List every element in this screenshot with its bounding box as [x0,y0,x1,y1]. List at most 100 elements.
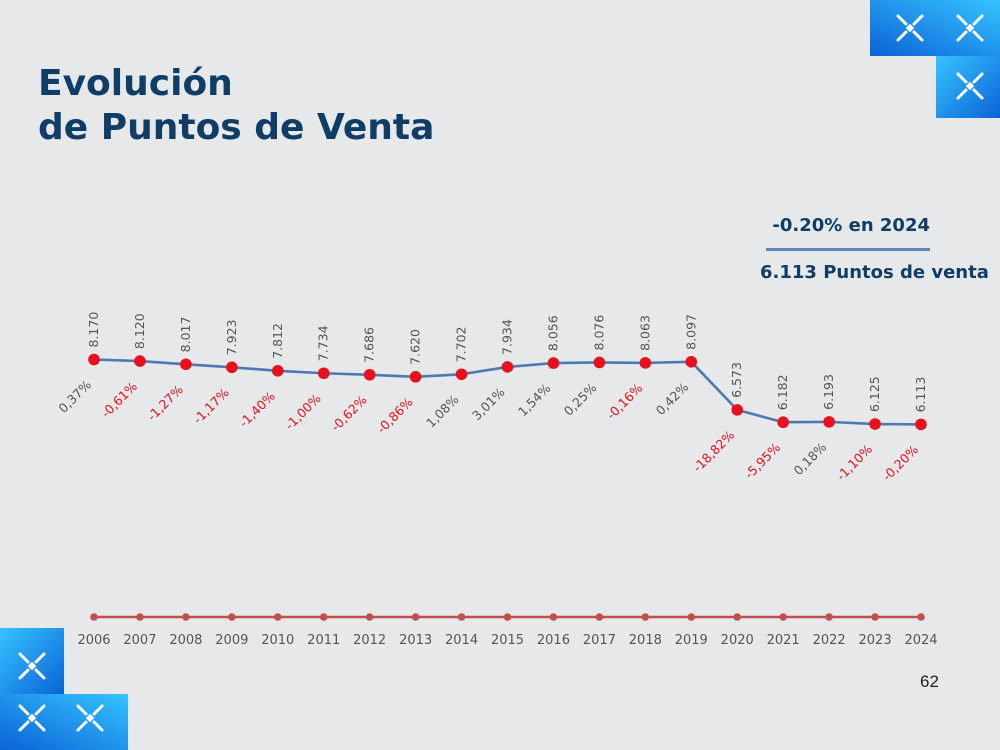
x-tick-label: 2018 [629,633,662,648]
data-point [501,361,514,373]
page-number: 62 [920,672,939,691]
data-label: 8.097 [683,314,698,350]
data-label: 6.125 [867,376,882,412]
data-point [823,416,835,428]
data-point [271,364,284,377]
data-label: 8.170 [86,312,101,348]
x-tick-label: 2022 [813,633,846,648]
data-label: 7.734 [316,325,331,361]
x-tick-label: 2009 [215,633,248,648]
data-point [180,358,192,371]
x-tick-label: 2021 [767,633,800,648]
data-label: 8.017 [178,317,193,353]
x-axis-tick-marker [228,613,236,621]
data-label: 6.113 [913,377,928,413]
pct-change-label: -0,62% [328,392,370,434]
pct-change-label: 0,37% [55,377,94,416]
x-axis-tick-marker [182,613,190,621]
summary-divider [766,248,930,251]
x-tick-label: 2014 [445,633,478,648]
x-axis-tick-marker [365,613,374,621]
star-cross-icon [18,704,46,732]
x-axis-tick-marker [273,613,282,621]
x-tick-label: 2011 [307,633,340,648]
data-label: 6.182 [775,374,790,410]
x-axis-tick-marker [549,613,558,621]
page-title-line2: de Puntos de Venta [38,107,435,148]
star-cross-icon [76,704,104,732]
pct-change-label: -0,16% [604,380,646,422]
data-label: 7.812 [270,323,285,359]
pct-change-label: -1,27% [144,382,186,424]
x-axis-tick-marker [90,613,98,621]
x-tick-label: 2007 [123,633,156,648]
star-cross-icon [956,14,984,42]
pct-change-label: -18,82% [690,427,738,475]
x-tick-label: 2019 [675,633,708,648]
data-label: 7.923 [224,319,239,355]
data-point [363,368,376,381]
data-label: 6.573 [729,362,744,398]
pct-change-label: -0,86% [374,394,416,436]
data-label: 6.193 [821,374,836,410]
pct-change-label: -0,61% [98,379,140,421]
x-tick-label: 2023 [859,633,892,648]
data-point [869,418,881,430]
x-tick-label: 2006 [77,633,110,648]
x-tick-label: 2010 [261,633,294,648]
pct-change-label: -5,95% [741,440,783,482]
x-tick-label: 2020 [721,633,754,648]
data-label: 8.063 [637,315,652,351]
x-tick-label: 2013 [399,633,432,648]
x-tick-label: 2016 [537,633,570,648]
data-label: 7.702 [454,326,469,362]
page-title: Evolución de Puntos de Venta [38,62,434,150]
x-tick-label: 2017 [583,633,616,648]
data-label: 7.934 [500,319,515,355]
x-axis-tick-marker [687,613,696,621]
top-right-decoration [870,0,1000,118]
x-axis-tick-marker [319,613,328,621]
x-axis-tick-marker [503,613,512,621]
data-point [777,416,789,429]
x-axis-tick-marker [871,613,879,621]
pct-change-label: -1,00% [282,391,324,433]
x-axis-tick-marker [457,613,466,621]
star-cross-icon [18,652,46,680]
x-axis-tick-marker [825,613,833,621]
pct-change-label: -1,17% [190,385,232,427]
data-label: 8.120 [132,313,147,349]
x-axis-tick-marker [779,613,787,621]
x-tick-label: 2008 [169,633,202,648]
pct-change-label: -0,20% [879,442,921,484]
bottom-left-decoration [0,628,128,750]
data-point [317,367,330,380]
data-point [639,357,652,369]
pct-change-label: 1,54% [515,381,554,420]
x-tick-label: 2024 [904,633,937,648]
data-point [685,356,698,368]
data-point [409,371,422,383]
x-axis-tick-marker [733,613,742,621]
data-point [88,353,100,366]
pct-change-label: 0,25% [561,380,600,419]
data-point [731,404,744,416]
data-point [134,355,146,367]
summary-change: -0.20% en 2024 [772,215,930,236]
x-tick-label: 2012 [353,633,386,648]
data-point [226,361,238,374]
data-point [455,368,468,381]
data-point [915,418,927,431]
data-label: 8.076 [591,315,606,351]
data-label: 8.056 [545,315,560,351]
pct-change-label: -1,40% [236,388,278,430]
star-cross-icon [896,14,924,42]
data-label: 7.620 [408,329,423,365]
x-axis-tick-marker [641,613,650,621]
pct-change-label: -1,10% [833,441,875,483]
data-point [547,357,560,369]
x-axis-tick-marker [411,613,420,621]
pct-change-label: 0,18% [791,439,830,478]
data-point [593,356,606,369]
